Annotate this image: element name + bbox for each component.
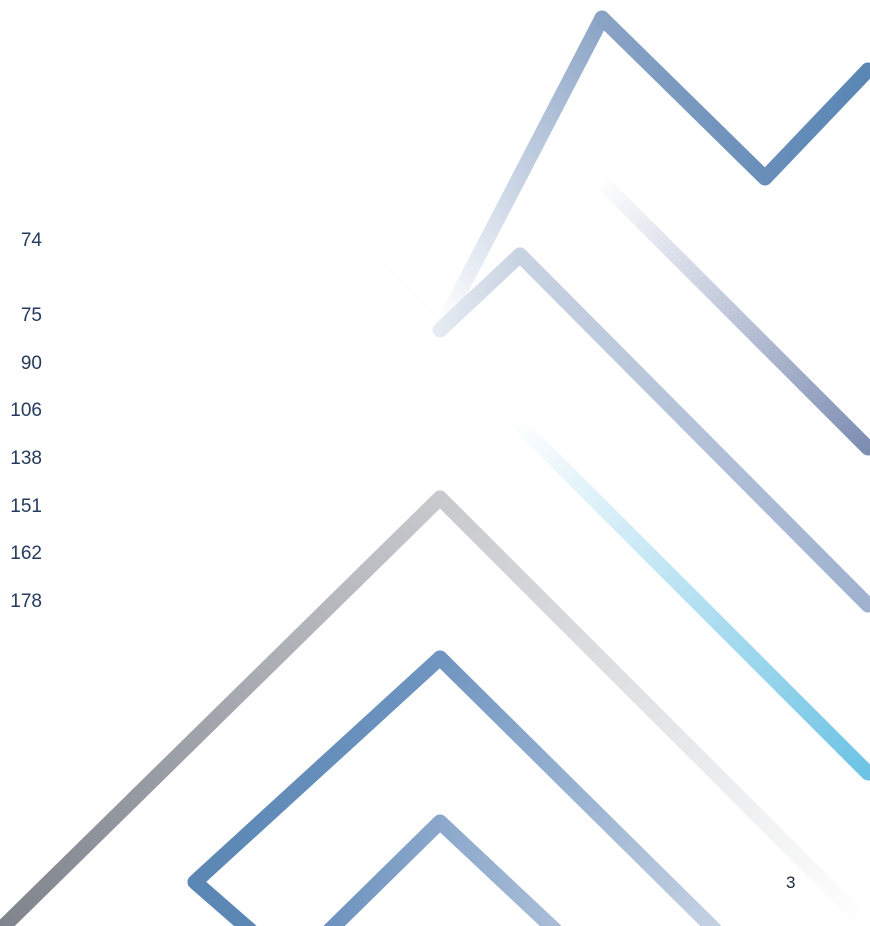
toc-page-number: 178: [10, 591, 42, 612]
gray-chevron-right-stroke: [432, 490, 870, 926]
small-chevron-stroke: [323, 814, 562, 926]
toc-page-number: 74: [20, 230, 42, 251]
toc-page-number: 106: [10, 400, 42, 421]
blue-chevron-right-stroke: [432, 650, 722, 926]
page-number: 3: [786, 873, 796, 892]
blue-chevron-left-stroke: [187, 650, 448, 926]
chevron-top-right-stroke: [594, 10, 870, 186]
toc-page-number: 75: [20, 305, 42, 326]
toc-page-number: 90: [20, 353, 42, 374]
sky-blue-diagonal-stroke: [507, 412, 870, 781]
slate-diagonal-stroke: [592, 172, 870, 456]
toc-page-number: 162: [10, 543, 42, 564]
chevron-middle-left-stroke: [432, 247, 528, 338]
gray-chevron-left-stroke: [0, 490, 448, 926]
toc-page-numbers: 74 75 90 106 138 151 162 178: [0, 0, 60, 926]
toc-page-number: 151: [10, 496, 42, 517]
toc-page-number: 138: [10, 448, 42, 469]
chevron-middle-right-stroke: [512, 247, 870, 613]
